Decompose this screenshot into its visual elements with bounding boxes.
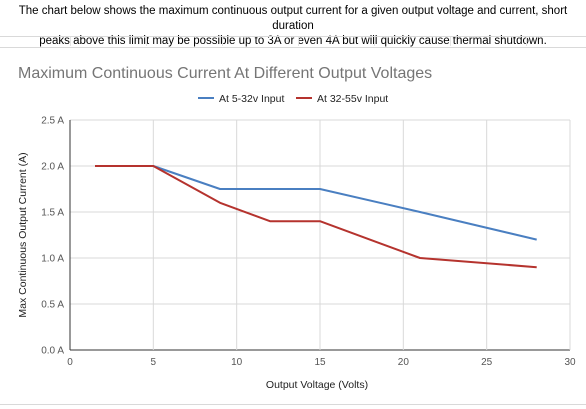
y-axis-title: Max Continuous Output Current (A) (17, 152, 29, 317)
y-tick-label: 1.0 A (41, 254, 64, 265)
x-tick-label: 25 (481, 357, 493, 368)
spreadsheet-column-divider (374, 37, 375, 46)
description-line-1: The chart below shows the maximum contin… (18, 5, 568, 32)
series-line-1 (152, 165, 537, 241)
spreadsheet-column-divider (222, 37, 223, 46)
x-tick-label: 0 (67, 357, 73, 368)
spreadsheet-column-divider (70, 37, 71, 46)
series-line-2 (95, 165, 537, 269)
x-axis-title: Output Voltage (Volts) (266, 379, 368, 391)
x-tick-label: 5 (151, 357, 157, 368)
spreadsheet-column-divider (146, 37, 147, 46)
spreadsheet-column-divider (450, 37, 451, 46)
x-axis-ticks: 0 5 10 15 20 25 30 (67, 357, 576, 368)
series-lines (95, 165, 537, 269)
description-note: The chart below shows the maximum contin… (0, 0, 586, 47)
x-tick-label: 20 (398, 357, 410, 368)
y-tick-label: 0.5 A (41, 300, 64, 311)
description-line-2: peaks above this limit may be possible u… (39, 35, 547, 47)
spreadsheet-column-divider (526, 37, 527, 46)
spreadsheet-bottom-border (0, 404, 586, 405)
x-tick-label: 10 (231, 357, 243, 368)
chart-title: Maximum Continuous Current At Different … (18, 65, 432, 82)
y-tick-label: 2.0 A (41, 162, 64, 173)
legend-label-series-2: At 32-55v Input (317, 93, 388, 105)
legend-label-series-1: At 5-32v Input (219, 93, 284, 105)
x-tick-label: 15 (314, 357, 326, 368)
legend: At 5-32v Input At 32-55v Input (198, 93, 388, 105)
y-tick-label: 1.5 A (41, 208, 64, 219)
x-tick-label: 30 (564, 357, 576, 368)
y-tick-label: 0.0 A (41, 346, 64, 357)
spreadsheet-column-divider (298, 37, 299, 46)
y-axis-ticks: 0.0 A 0.5 A 1.0 A 1.5 A 2.0 A 2.5 A (41, 116, 64, 357)
spreadsheet-row-divider (0, 36, 586, 48)
y-tick-label: 2.5 A (41, 116, 64, 127)
gridlines (69, 119, 571, 351)
